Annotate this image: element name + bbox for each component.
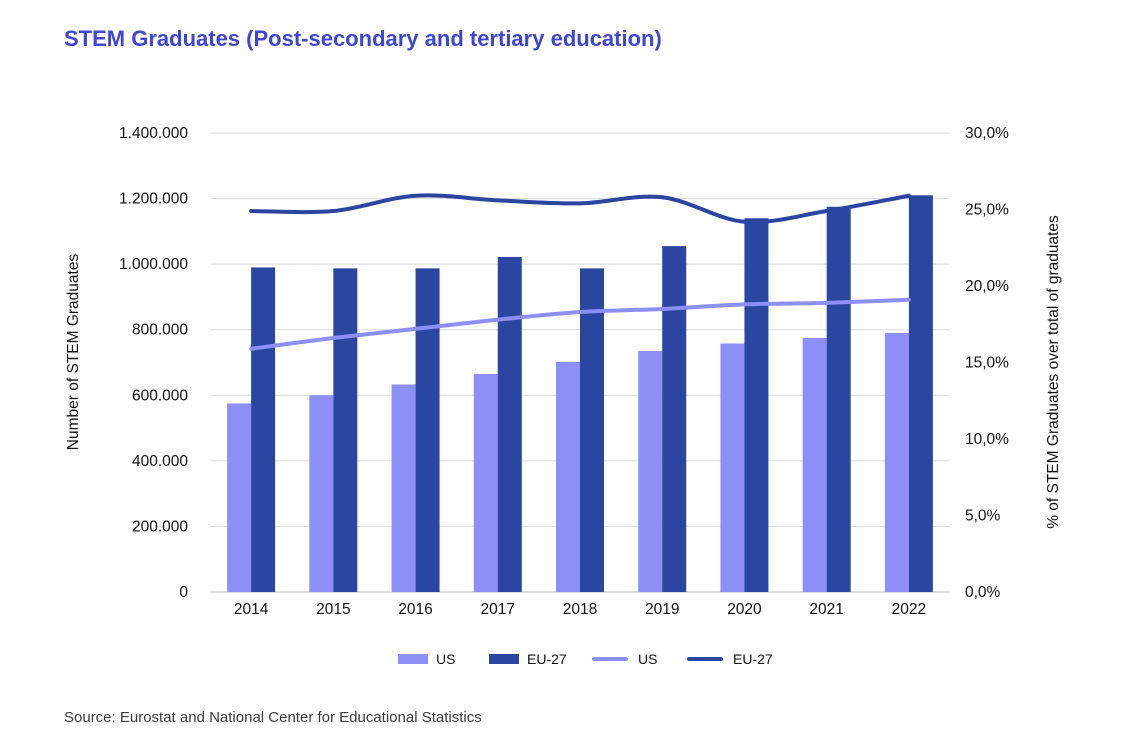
bar-eu-27-2020 <box>744 218 769 592</box>
bar-eu-27-2017 <box>497 256 522 592</box>
right-axis-title: % of STEM Graduates over total of gradua… <box>1045 215 1062 529</box>
left-tick-label: 1.200.000 <box>119 191 188 208</box>
x-tick-label: 2014 <box>234 601 269 618</box>
x-tick-label: 2020 <box>727 601 762 618</box>
x-tick-label: 2021 <box>809 601 843 618</box>
right-tick-label: 15,0% <box>965 355 1009 372</box>
legend-label: EU-27 <box>733 651 773 667</box>
line-eu-27 <box>249 193 911 225</box>
x-tick-label: 2022 <box>892 601 926 618</box>
right-tick-label: 25,0% <box>965 202 1009 219</box>
left-tick-label: 200.000 <box>132 518 188 535</box>
line-series <box>249 193 911 351</box>
right-axis-ticks: 0,0% 5,0% 10,0% 15,0% 20,0% 25,0% 30,0% <box>965 125 1009 601</box>
left-axis-ticks: 0 200.000 400.000 600.000 800.000 1.000.000 1.… <box>119 125 188 601</box>
bar-us-2020 <box>720 343 745 592</box>
legend-swatch-bar-us <box>398 654 428 664</box>
bar-eu-27-2019 <box>662 246 687 592</box>
x-axis-ticks: 2014 2015 2016 2017 2018 2019 2020 2021 2022 <box>234 601 926 618</box>
right-tick-label: 20,0% <box>965 278 1009 295</box>
left-tick-label: 400.000 <box>132 453 188 470</box>
legend-label: EU-27 <box>527 651 567 667</box>
x-tick-label: 2016 <box>398 601 432 618</box>
bar-us-2019 <box>638 351 663 592</box>
bar-us-2018 <box>556 361 580 592</box>
x-tick-label: 2017 <box>481 601 515 618</box>
legend-label: US <box>436 651 455 667</box>
bar-us-2017 <box>473 373 498 592</box>
bar-eu-27-2018 <box>580 268 604 592</box>
bar-us-2015 <box>309 395 334 592</box>
left-tick-label: 600.000 <box>132 387 188 404</box>
legend-label: US <box>638 651 657 667</box>
bar-eu-27-2014 <box>251 267 276 592</box>
right-tick-label: 0,0% <box>965 584 1001 601</box>
x-tick-label: 2015 <box>316 601 350 618</box>
legend-swatch-bar-eu-27 <box>489 654 519 664</box>
left-tick-label: 0 <box>179 584 188 601</box>
left-tick-label: 1.000.000 <box>119 256 188 273</box>
source-note: Source: Eurostat and National Center for… <box>64 709 482 726</box>
right-tick-label: 30,0% <box>965 125 1009 142</box>
right-tick-label: 10,0% <box>965 431 1009 448</box>
chart-title: STEM Graduates (Post-secondary and terti… <box>64 26 662 51</box>
left-tick-label: 800.000 <box>132 322 188 339</box>
x-tick-label: 2018 <box>563 601 597 618</box>
line-us <box>249 297 911 351</box>
left-axis-title: Number of STEM Graduates <box>65 254 82 451</box>
bar-us-2022 <box>884 332 909 592</box>
bar-eu-27-2022 <box>908 195 933 593</box>
bar-eu-27-2016 <box>415 268 440 592</box>
bar-us-2021 <box>802 337 827 592</box>
bar-us-2016 <box>391 384 416 592</box>
bar-eu-27-2021 <box>826 206 851 592</box>
bar-eu-27-2015 <box>333 268 358 592</box>
legend: US EU-27 US EU-27 <box>398 651 773 667</box>
bar-us-2014 <box>227 403 252 592</box>
x-tick-label: 2019 <box>645 601 679 618</box>
left-tick-label: 1.400.000 <box>119 125 188 142</box>
right-tick-label: 5,0% <box>965 508 1001 525</box>
bar-series <box>227 195 933 593</box>
